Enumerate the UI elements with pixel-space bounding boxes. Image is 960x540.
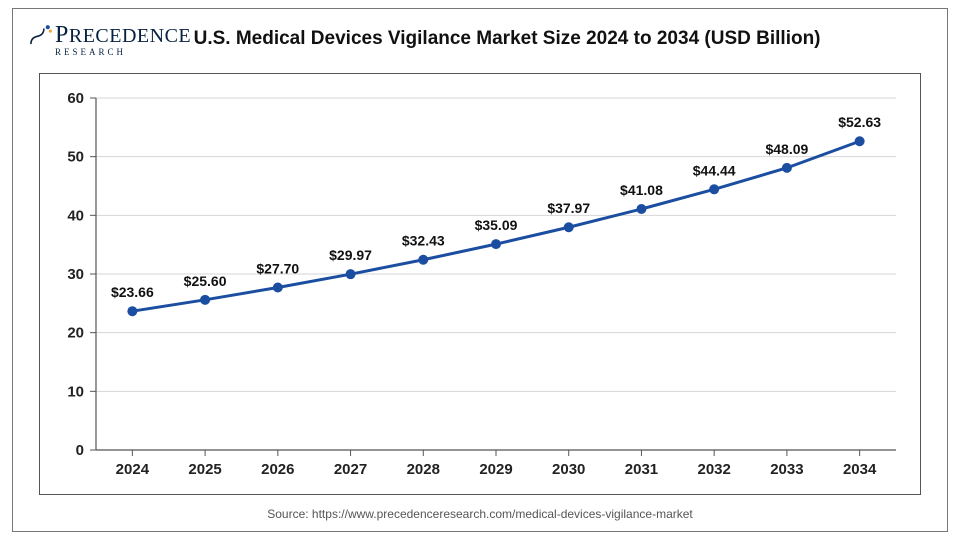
x-tick-label: 2030 (552, 461, 585, 478)
y-tick-label: 0 (76, 442, 84, 459)
data-label: $23.66 (111, 284, 154, 300)
data-point (564, 222, 574, 232)
x-tick-label: 2024 (116, 461, 150, 478)
data-point (346, 269, 356, 279)
y-tick-label: 60 (67, 90, 84, 107)
x-tick-label: 2026 (261, 461, 294, 478)
data-point (273, 282, 283, 292)
y-tick-label: 10 (67, 383, 84, 400)
data-label: $25.60 (184, 273, 227, 289)
y-tick-label: 50 (67, 149, 84, 166)
header: PRECEDENCE RESEARCH U.S. Medical Devices… (13, 9, 947, 63)
x-tick-label: 2033 (770, 461, 803, 478)
x-tick-label: 2034 (843, 461, 877, 478)
data-point (200, 295, 210, 305)
data-label: $44.44 (693, 162, 736, 178)
x-tick-label: 2032 (697, 461, 730, 478)
x-tick-label: 2031 (625, 461, 658, 478)
data-label: $32.43 (402, 233, 445, 249)
x-tick-label: 2029 (479, 461, 512, 478)
data-point (418, 255, 428, 265)
logo: PRECEDENCE RESEARCH (27, 22, 191, 57)
data-point (709, 184, 719, 194)
x-tick-label: 2027 (334, 461, 367, 478)
data-point (491, 239, 501, 249)
logo-icon (27, 22, 53, 48)
plot-frame: 0102030405060202420252026202720282029203… (39, 73, 921, 495)
y-tick-label: 20 (67, 325, 84, 342)
logo-brand: PRECEDENCE (55, 22, 191, 49)
data-point (127, 306, 137, 316)
x-tick-label: 2028 (407, 461, 440, 478)
data-label: $48.09 (765, 141, 808, 157)
data-label: $41.08 (620, 182, 663, 198)
data-label: $29.97 (329, 247, 372, 263)
data-point (782, 163, 792, 173)
chart-title: U.S. Medical Devices Vigilance Market Si… (191, 28, 933, 50)
line-chart: 0102030405060202420252026202720282029203… (40, 74, 920, 494)
y-tick-label: 40 (67, 207, 84, 224)
data-label: $35.09 (475, 217, 518, 233)
data-label: $27.70 (256, 260, 299, 276)
data-label: $37.97 (547, 200, 590, 216)
data-point (855, 136, 865, 146)
source-text: Source: https://www.precedenceresearch.c… (13, 507, 947, 521)
x-tick-label: 2025 (188, 461, 221, 478)
data-label: $52.63 (838, 114, 881, 130)
data-point (636, 204, 646, 214)
outer-frame: PRECEDENCE RESEARCH U.S. Medical Devices… (12, 8, 948, 532)
y-tick-label: 30 (67, 266, 84, 283)
